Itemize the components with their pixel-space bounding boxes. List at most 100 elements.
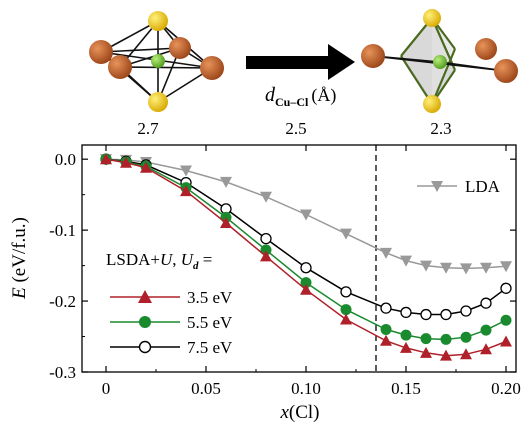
- x-axis-label: x(Cl): [279, 402, 319, 423]
- x-tick-label: 0.20: [491, 379, 521, 398]
- data-point-7-5-ev: [300, 262, 312, 274]
- cu-atom: [151, 54, 165, 68]
- data-point-3-5-ev: [380, 334, 392, 346]
- data-point-5-5-ev: [260, 244, 272, 256]
- y-axis-label: E (eV/f.u.): [9, 217, 30, 300]
- data-point-lda: [220, 176, 232, 188]
- data-point-lda: [440, 262, 452, 274]
- apical-atom-top: [423, 9, 441, 27]
- apical-atom-top: [148, 11, 168, 31]
- data-point-7-5-ev: [500, 282, 512, 294]
- data-point-5-5-ev: [420, 333, 432, 345]
- data-point-3-5-ev: [140, 161, 152, 173]
- data-point-lda: [480, 262, 492, 274]
- series-layer: [100, 153, 512, 361]
- data-point-7-5-ev: [340, 286, 352, 298]
- legend-7-5: 7.5 eV: [110, 338, 233, 357]
- data-point-5-5-ev: [480, 324, 492, 336]
- cl-atom: [89, 40, 113, 64]
- legend-marker-lda: [431, 181, 443, 192]
- legend-5-5: 5.5 eV: [110, 313, 233, 332]
- data-point-3-5-ev: [300, 283, 312, 295]
- data-point-7-5-ev: [400, 306, 412, 319]
- data-point-3-5-ev: [440, 349, 452, 361]
- legend-marker-3-5: [138, 290, 152, 303]
- data-point-5-5-ev: [340, 304, 352, 316]
- x-tick-label: 0.15: [391, 379, 421, 398]
- data-point-3-5-ev: [420, 346, 432, 358]
- data-point-lda: [400, 255, 412, 267]
- x-tick-label: 0: [102, 379, 111, 398]
- data-point-lda: [380, 247, 392, 259]
- data-point-7-5-ev: [420, 308, 432, 321]
- series-5-5-ev: [100, 153, 512, 345]
- legend-label-lda: LDA: [465, 177, 501, 196]
- data-point-3-5-ev: [400, 341, 412, 353]
- data-point-5-5-ev: [460, 331, 472, 343]
- scale-tick-3: 2.3: [430, 119, 451, 138]
- data-point-3-5-ev: [220, 217, 232, 229]
- octahedron-distorted: [361, 9, 518, 113]
- data-point-lda: [460, 263, 472, 275]
- data-point-lda: [500, 261, 512, 273]
- apical-atom-bottom: [148, 92, 168, 112]
- legend-label-7-5: 7.5 eV: [187, 338, 233, 357]
- apical-atom-bottom: [423, 95, 441, 113]
- scale-tick-2: 2.5: [285, 119, 306, 138]
- data-point-lda: [420, 260, 432, 272]
- bond-length-label: dCu–Cl (Å): [265, 84, 336, 109]
- cl-atom: [169, 37, 191, 59]
- data-point-7-5-ev: [480, 297, 492, 309]
- axis-ticks: 0 0.05 0.10 0.15 0.20 0.0 -0.1 -0.2 -0.3: [49, 145, 521, 398]
- scale-tick-1: 2.7: [137, 119, 159, 138]
- data-point-3-5-ev: [460, 348, 472, 360]
- transition-arrow: [246, 44, 355, 80]
- x-tick-label: 0.05: [191, 379, 221, 398]
- data-point-3-5-ev: [100, 153, 112, 165]
- data-point-3-5-ev: [260, 250, 272, 262]
- y-tick-label: 0.0: [55, 150, 76, 169]
- data-point-7-5-ev: [260, 232, 272, 245]
- legend-marker-7-5: [138, 340, 152, 354]
- legend-lda: LDA: [417, 177, 501, 196]
- energy-plot: 0 0.05 0.10 0.15 0.20 0.0 -0.1 -0.2 -0.3 LDA LSD…: [9, 144, 521, 423]
- cl-atom: [475, 38, 497, 60]
- legend-label-3-5: 3.5 eV: [187, 288, 233, 307]
- y-tick-label: -0.2: [49, 292, 76, 311]
- data-point-lda: [300, 209, 312, 221]
- data-point-5-5-ev: [300, 277, 312, 289]
- data-point-lda: [260, 191, 272, 203]
- data-point-5-5-ev: [400, 329, 412, 341]
- plot-frame: [81, 144, 517, 373]
- legend-3-5: 3.5 eV: [110, 288, 233, 307]
- data-point-5-5-ev: [440, 333, 452, 345]
- data-point-3-5-ev: [180, 185, 192, 197]
- data-point-3-5-ev: [480, 343, 492, 355]
- legend-label-5-5: 5.5 eV: [187, 313, 233, 332]
- y-tick-label: -0.1: [49, 221, 76, 240]
- cl-atom: [494, 59, 518, 83]
- data-point-lda: [340, 228, 352, 240]
- data-point-7-5-ev: [440, 308, 452, 321]
- cl-atom: [108, 55, 132, 79]
- data-point-3-5-ev: [340, 313, 352, 325]
- x-tick-label: 0.10: [291, 379, 321, 398]
- data-point-5-5-ev: [380, 323, 392, 335]
- data-point-3-5-ev: [120, 156, 132, 168]
- data-point-7-5-ev: [460, 305, 472, 317]
- data-point-7-5-ev: [380, 302, 392, 314]
- legend-marker-5-5: [139, 316, 151, 328]
- data-point-3-5-ev: [500, 335, 512, 347]
- octahedron-regular: [89, 11, 224, 112]
- series-3-5-ev: [100, 153, 512, 361]
- data-point-lda: [180, 165, 192, 177]
- legend-title: LSDA+U, Ud =: [106, 250, 212, 272]
- y-tick-label: -0.3: [49, 363, 76, 382]
- cl-atom: [200, 56, 224, 80]
- cu-atom: [433, 55, 447, 69]
- series-7-5-ev: [100, 153, 512, 321]
- data-point-5-5-ev: [500, 314, 512, 326]
- cl-atom: [361, 44, 385, 68]
